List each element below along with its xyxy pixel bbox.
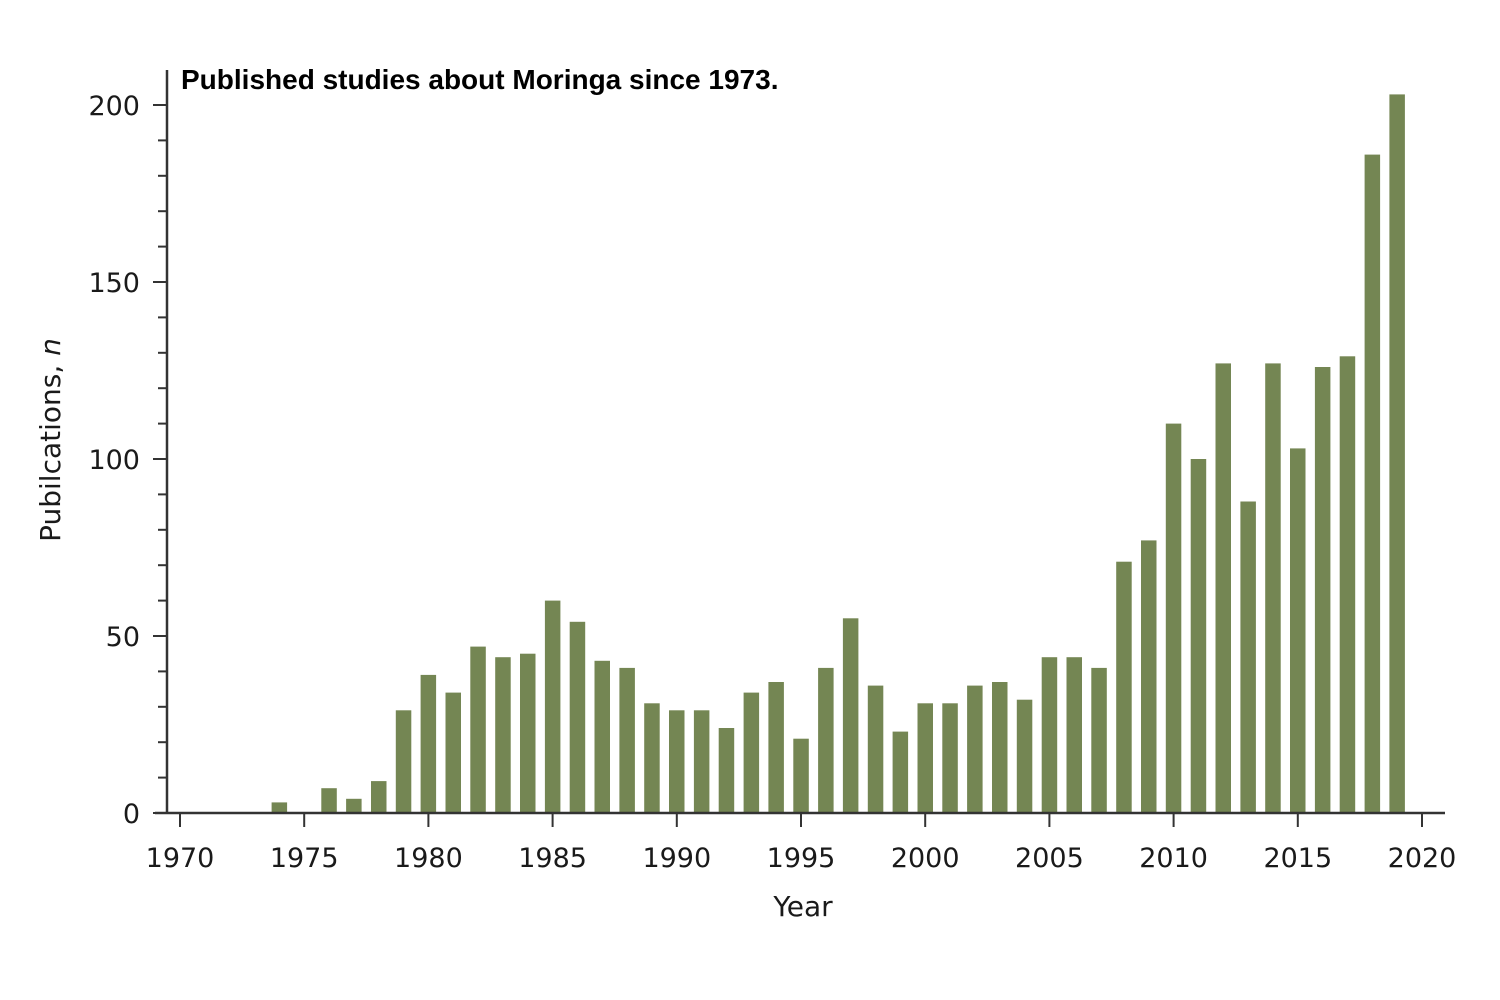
bar-1976 (321, 788, 337, 813)
bar-2002 (967, 685, 983, 813)
y-tick-label-100: 100 (88, 445, 140, 476)
bar-1994 (768, 682, 784, 813)
bar-1995 (793, 738, 809, 813)
bar-1982 (470, 646, 486, 813)
x-tick-label-1995: 1995 (767, 843, 836, 874)
bar-2013 (1240, 501, 1256, 813)
chart-title: Published studies about Moringa since 19… (181, 64, 779, 95)
bar-1985 (544, 600, 561, 813)
bar-1984 (520, 653, 536, 813)
bar-1979 (395, 710, 412, 813)
bar-2016 (1314, 367, 1331, 813)
bar-1974 (271, 802, 288, 813)
bar-2004 (1016, 699, 1033, 813)
bar-2014 (1265, 363, 1281, 813)
x-tick-label-1980: 1980 (394, 843, 463, 874)
bar-2018 (1364, 154, 1381, 814)
x-tick-label-1970: 1970 (146, 843, 215, 874)
bar-1991 (693, 710, 710, 813)
x-tick-label-1975: 1975 (270, 843, 339, 874)
x-tick-label-2020: 2020 (1388, 843, 1457, 874)
x-ticks: 1970 1975 1980 1985 1990 1995 2000 2005 2010 2015… (146, 813, 1457, 874)
y-axis-label: Pubilcations, n (34, 338, 67, 542)
bar-1997 (842, 618, 859, 813)
y-tick-label-200: 200 (88, 91, 140, 122)
bar-1989 (644, 703, 660, 813)
bar-2003 (992, 682, 1008, 813)
bar-1981 (445, 692, 461, 813)
x-tick-label-1990: 1990 (642, 843, 711, 874)
y-tick-label-0: 0 (123, 799, 140, 830)
bar-1986 (569, 621, 586, 813)
bar-1983 (495, 657, 511, 813)
bar-1996 (818, 667, 834, 813)
bar-1992 (718, 728, 735, 813)
bar-1993 (743, 692, 760, 813)
bar-2010 (1165, 423, 1182, 813)
bars (271, 94, 1405, 814)
bar-2017 (1339, 356, 1356, 813)
bar-1990 (669, 710, 685, 813)
bar-1998 (867, 685, 884, 813)
bar-1987 (594, 660, 610, 813)
x-tick-label-2010: 2010 (1139, 843, 1208, 874)
bar-2011 (1190, 459, 1207, 813)
bar-2012 (1215, 363, 1231, 813)
bar-1978 (371, 781, 387, 813)
bar-2009 (1141, 540, 1157, 813)
bar-2019 (1389, 94, 1405, 813)
bar-2006 (1066, 657, 1082, 813)
x-tick-label-2000: 2000 (891, 843, 960, 874)
y-ticks: 0 50 100 150 200 (88, 91, 167, 830)
bar-1988 (619, 667, 635, 813)
y-axis-label-italic: n (34, 338, 67, 356)
x-tick-label-2015: 2015 (1263, 843, 1332, 874)
bar-2001 (942, 703, 958, 813)
bar-2005 (1041, 657, 1058, 813)
x-axis-label: Year (772, 890, 833, 923)
y-tick-label-50: 50 (106, 622, 140, 653)
bar-2015 (1290, 448, 1306, 813)
bar-1977 (346, 798, 362, 813)
y-tick-label-150: 150 (88, 268, 140, 299)
bar-1980 (420, 674, 437, 813)
bar-1999 (892, 731, 909, 813)
bar-2007 (1091, 667, 1107, 813)
x-tick-label-1985: 1985 (518, 843, 587, 874)
bar-2000 (917, 703, 933, 813)
y-axis-label-text: Pubilcations, (34, 356, 67, 542)
x-tick-label-2005: 2005 (1015, 843, 1084, 874)
bar-2008 (1116, 561, 1132, 813)
